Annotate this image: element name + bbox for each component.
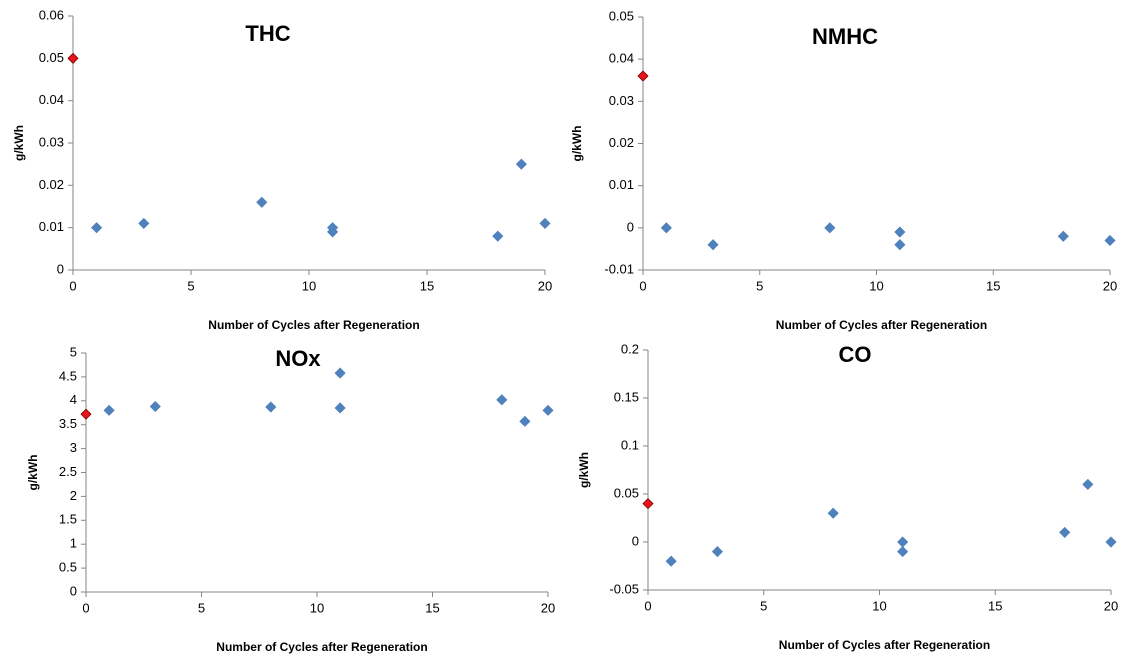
y-tick-label: 0.05 bbox=[609, 8, 634, 23]
y-axis-label: g/kWh bbox=[26, 455, 40, 491]
y-tick-label: 0.06 bbox=[39, 7, 64, 22]
data-point bbox=[665, 555, 677, 567]
y-tick-label: -0.01 bbox=[604, 261, 634, 276]
data-point bbox=[897, 536, 909, 548]
chart-title: NOx bbox=[275, 346, 321, 371]
y-tick-label: 0.03 bbox=[39, 134, 64, 149]
y-tick-label: 0.05 bbox=[614, 485, 639, 500]
chart-title: CO bbox=[839, 342, 872, 367]
chart-title: NMHC bbox=[812, 24, 878, 49]
data-point bbox=[707, 239, 719, 251]
x-axis-label: Number of Cycles after Regeneration bbox=[776, 318, 987, 332]
data-point bbox=[542, 404, 554, 416]
y-tick-label: 0.04 bbox=[609, 51, 634, 66]
data-point bbox=[256, 196, 268, 208]
chart-title: THC bbox=[245, 21, 290, 46]
y-tick-label: 0.5 bbox=[59, 560, 77, 575]
x-tick-label: 0 bbox=[82, 600, 89, 615]
x-tick-label: 5 bbox=[187, 278, 194, 293]
y-tick-label: 0 bbox=[627, 219, 634, 234]
data-point bbox=[519, 415, 531, 427]
x-tick-label: 0 bbox=[69, 278, 76, 293]
x-tick-label: 10 bbox=[310, 600, 324, 615]
data-point bbox=[827, 507, 839, 519]
data-point bbox=[897, 546, 909, 558]
x-tick-label: 20 bbox=[1104, 598, 1118, 613]
x-tick-label: 20 bbox=[1103, 278, 1117, 293]
x-tick-label: 5 bbox=[198, 600, 205, 615]
x-tick-label: 15 bbox=[986, 278, 1000, 293]
y-tick-label: 1 bbox=[70, 536, 77, 551]
y-tick-label: 5 bbox=[70, 344, 77, 359]
data-point bbox=[67, 52, 79, 64]
y-tick-label: 0.02 bbox=[39, 177, 64, 192]
x-tick-label: 20 bbox=[541, 600, 555, 615]
data-point bbox=[1082, 478, 1094, 490]
data-point bbox=[539, 217, 551, 229]
y-tick-label: 3 bbox=[70, 440, 77, 455]
x-tick-label: 10 bbox=[869, 278, 883, 293]
data-point bbox=[265, 401, 277, 413]
y-tick-label: 0 bbox=[632, 533, 639, 548]
data-point bbox=[496, 394, 508, 406]
y-tick-label: 0.01 bbox=[39, 219, 64, 234]
data-point bbox=[711, 546, 724, 558]
y-tick-label: 0.05 bbox=[39, 50, 64, 65]
y-tick-label: 0.01 bbox=[609, 177, 634, 192]
x-axis-label: Number of Cycles after Regeneration bbox=[216, 640, 427, 654]
y-tick-label: 4 bbox=[70, 392, 77, 407]
data-point bbox=[1059, 526, 1071, 538]
y-tick-label: 0 bbox=[57, 261, 64, 276]
x-axis-label: Number of Cycles after Regeneration bbox=[779, 638, 990, 652]
y-tick-label: 0.1 bbox=[621, 437, 639, 452]
data-point bbox=[824, 222, 836, 234]
y-tick-label: 1.5 bbox=[59, 512, 77, 527]
y-tick-label: 2 bbox=[70, 488, 77, 503]
y-tick-label: 0.03 bbox=[609, 93, 634, 108]
x-tick-label: 0 bbox=[639, 278, 646, 293]
data-point bbox=[1057, 230, 1069, 242]
data-point bbox=[637, 70, 649, 82]
x-tick-label: 15 bbox=[425, 600, 439, 615]
data-point bbox=[515, 158, 527, 170]
data-point bbox=[334, 367, 346, 379]
x-tick-label: 15 bbox=[988, 598, 1002, 613]
data-point bbox=[1105, 536, 1117, 548]
y-tick-label: 0.04 bbox=[39, 92, 64, 107]
y-tick-label: 0.2 bbox=[621, 341, 639, 356]
data-point bbox=[660, 222, 672, 234]
y-axis-label: g/kWh bbox=[570, 126, 584, 162]
data-point bbox=[334, 402, 346, 414]
y-tick-label: 0 bbox=[70, 583, 77, 598]
data-point bbox=[80, 408, 92, 420]
x-tick-label: 5 bbox=[760, 598, 767, 613]
data-point bbox=[327, 226, 339, 238]
data-point bbox=[149, 400, 161, 413]
x-tick-label: 10 bbox=[872, 598, 886, 613]
data-point bbox=[91, 222, 103, 234]
y-axis-label: g/kWh bbox=[12, 125, 26, 161]
data-point bbox=[138, 217, 150, 229]
y-tick-label: 2.5 bbox=[59, 464, 77, 479]
y-tick-label: -0.05 bbox=[609, 581, 639, 596]
x-tick-label: 20 bbox=[538, 278, 552, 293]
data-point bbox=[894, 226, 906, 238]
y-tick-label: 4.5 bbox=[59, 368, 77, 383]
data-point bbox=[103, 404, 115, 416]
data-point bbox=[642, 498, 654, 510]
y-axis-label: g/kWh bbox=[577, 452, 591, 488]
y-tick-label: 0.15 bbox=[614, 389, 639, 404]
y-tick-label: 0.02 bbox=[609, 135, 634, 150]
x-tick-label: 10 bbox=[302, 278, 316, 293]
data-point bbox=[1104, 234, 1116, 247]
y-tick-label: 3.5 bbox=[59, 416, 77, 431]
data-point bbox=[894, 239, 906, 251]
x-tick-label: 0 bbox=[644, 598, 651, 613]
x-tick-label: 15 bbox=[420, 278, 434, 293]
x-axis-label: Number of Cycles after Regeneration bbox=[208, 318, 419, 332]
x-tick-label: 5 bbox=[756, 278, 763, 293]
data-point bbox=[492, 230, 504, 242]
